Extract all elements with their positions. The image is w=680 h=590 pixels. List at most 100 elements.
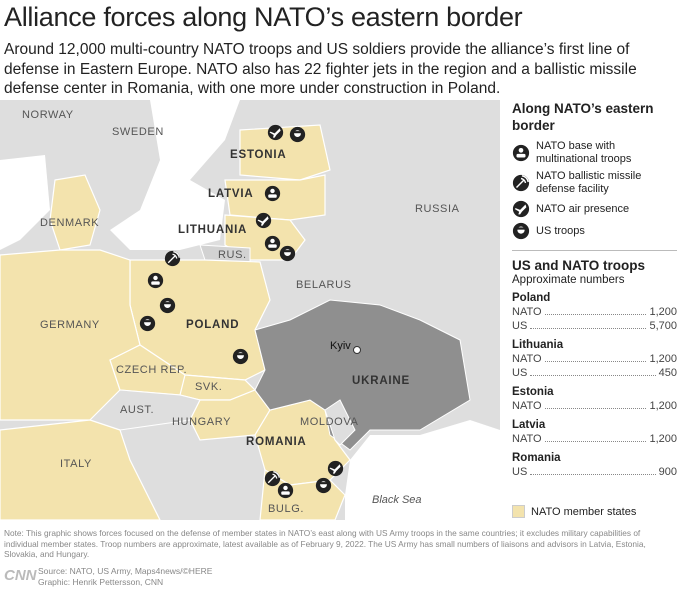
legend-item: NATO air presence [512,200,677,218]
map: NORWAY SWEDEN ESTONIA LATVIA DENMARK LIT… [0,100,500,520]
sea [110,100,240,250]
table-row: NATO 1,200 [512,352,677,366]
table-group: Poland NATO 1,200 US 5,700 [512,292,677,333]
city-label: Kyiv [330,340,351,352]
force-type: US [512,466,528,478]
subtitle: Around 12,000 multi-country NATO troops … [4,41,637,97]
note: Note: This graphic shows forces focused … [4,528,646,559]
icon-us [159,297,176,314]
map-label: POLAND [186,319,239,331]
force-type: NATO [512,433,542,445]
sea [0,155,50,250]
title: Alliance forces along NATO’s eastern bor… [4,2,523,32]
source: Source: NATO, US Army, Maps4news/©HERE Gr… [38,566,212,587]
legend-label: NATO air presence [536,202,630,215]
map-label: ESTONIA [230,149,287,161]
map-label: NORWAY [22,109,74,121]
force-type: US [512,320,528,332]
source-line: Source: NATO, US Army, Maps4news/©HERE [38,566,213,576]
force-type: US [512,367,528,379]
table-row: US 900 [512,465,677,479]
troop-count: 5,700 [649,320,677,332]
force-type: NATO [512,306,542,318]
icon-missile [164,250,181,267]
map-label: DENMARK [40,217,99,229]
map-label: LATVIA [208,188,253,200]
member-legend: NATO member states [512,505,636,518]
icon-base [264,185,281,202]
table: Poland NATO 1,200 US 5,700 Lithuania NATO 1,200… [505,292,677,479]
map-label: RUS. [218,249,247,261]
force-type: NATO [512,353,542,365]
legend-label: NATO ballistic missile defense facility [536,170,642,195]
icon-us [289,126,306,143]
table-row: US 450 [512,366,677,380]
map-label: GERMANY [40,319,100,331]
icon-base [147,272,164,289]
table-row: NATO 1,200 [512,432,677,446]
map-label: SVK. [195,381,222,393]
legend-label: NATO base with multinational troops [536,140,632,165]
table-group: Estonia NATO 1,200 [512,386,677,413]
leader [544,305,647,315]
leader [544,352,647,362]
ukraine [254,299,471,451]
table-group: Romania US 900 [512,452,677,479]
table-row: US 5,700 [512,319,677,333]
side-panel: Along NATO’s eastern border NATO base wi… [505,100,677,520]
map-label: RUSSIA [415,203,460,215]
table-group: Latvia NATO 1,200 [512,419,677,446]
country-name: Latvia [512,419,546,431]
sea-label: Black Sea [372,494,422,506]
moldova [324,399,356,446]
map-label: UKRAINE [352,375,410,387]
troop-count: 1,200 [649,400,677,412]
divider [512,250,677,251]
map-label: MOLDOVA [300,416,358,428]
leader [544,432,647,442]
icon-base [264,235,281,252]
troop-count: 900 [658,466,677,478]
table-title: US and NATO troops [512,258,646,273]
country-name: Poland [512,292,551,304]
map-label: SWEDEN [112,126,164,138]
legend-title: Along NATO’s eastern border [512,101,654,133]
troop-count: 450 [658,367,677,379]
map-label: AUST. [120,404,154,416]
map-label: ITALY [60,458,92,470]
denmark [49,174,101,251]
icon-missile [264,470,281,487]
italy [0,419,161,520]
logo: CNN [4,567,37,584]
black-sea [345,420,500,520]
icon-us [139,315,156,332]
map-label: BULG. [268,503,304,515]
leader [530,465,656,475]
leader [530,319,647,329]
legend-item: NATO ballistic missile defense facility [512,170,677,196]
icon-jet [327,460,344,477]
icon-base [277,482,294,499]
map-label: LITHUANIA [178,224,247,236]
leader [530,366,656,376]
troop-count: 1,200 [649,433,677,445]
force-type: NATO [512,400,542,412]
map-label: CZECH REP. [116,364,187,376]
legend-item: US troops [512,222,677,240]
troop-count: 1,200 [649,306,677,318]
legend-item: NATO base with multinational troops [512,140,677,166]
country-name: Romania [512,452,561,464]
table-row: NATO 1,200 [512,305,677,319]
member-label: NATO member states [531,505,637,518]
icon-us [232,348,249,365]
map-label: BELARUS [296,279,352,291]
country-name: Estonia [512,386,554,398]
table-group: Lithuania NATO 1,200 US 450 [512,339,677,380]
icon-us [315,477,332,494]
icon-jet [255,212,272,229]
country-name: Lithuania [512,339,564,351]
estonia [239,124,331,181]
credit-line: Graphic: Henrik Pettersson, CNN [38,576,164,587]
leader [544,399,647,409]
